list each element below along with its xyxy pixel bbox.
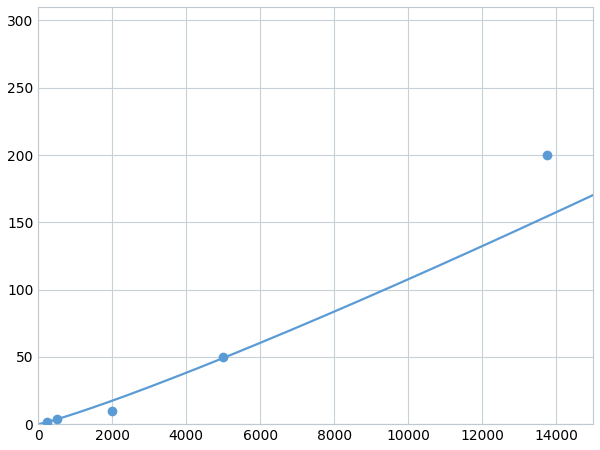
Point: [107, 407, 117, 414]
Point: [43, 418, 52, 425]
Point: [52, 415, 61, 423]
Point: [542, 151, 551, 158]
Point: [218, 353, 228, 360]
